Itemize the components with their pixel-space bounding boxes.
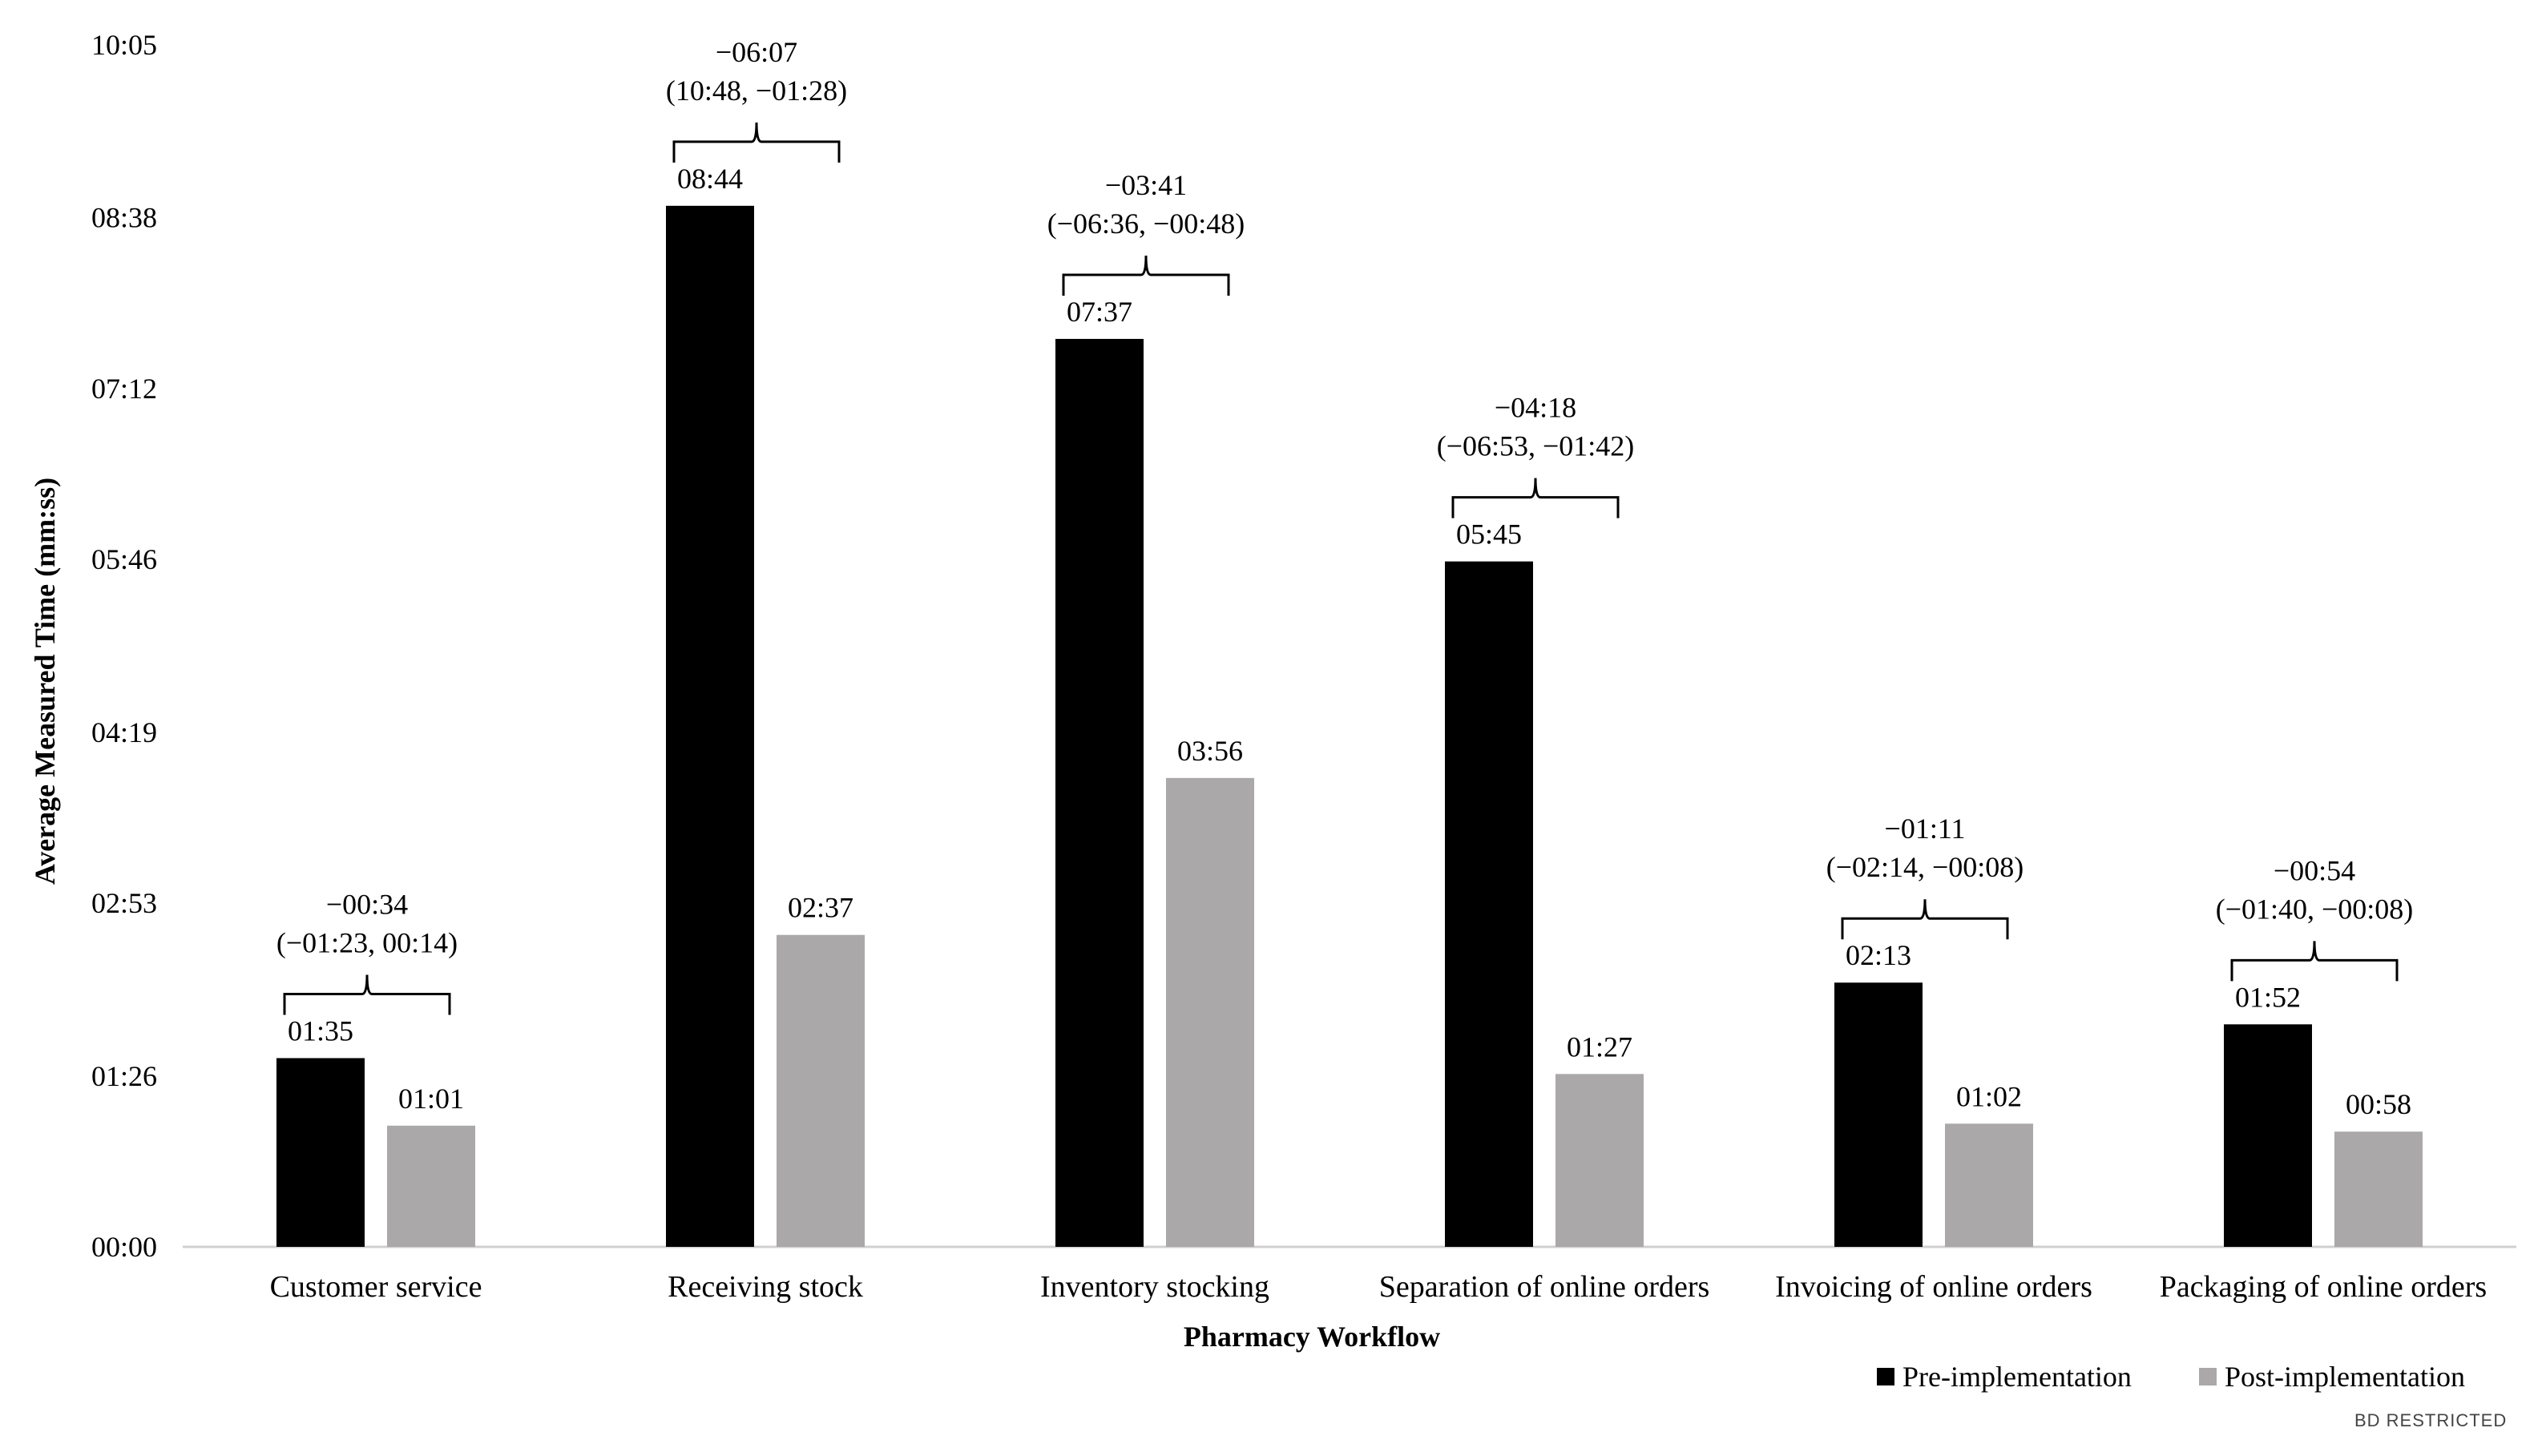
legend-label-post: Post-implementation [2225, 1361, 2465, 1393]
comparison-brace [283, 974, 451, 1015]
bar-pre-implementation [666, 205, 754, 1248]
data-label-pre: 08:44 [677, 163, 743, 195]
data-label-post: 01:02 [1956, 1080, 2022, 1112]
category-label: Invoicing of online orders [1775, 1270, 2092, 1304]
bar-post-implementation [2334, 1131, 2423, 1247]
confidence-interval: (−06:36, −00:48) [1047, 208, 1245, 240]
difference-value: −03:41 [1105, 169, 1187, 201]
category-label: Packaging of online orders [2160, 1270, 2487, 1304]
comparison-brace [1062, 255, 1230, 296]
data-label-post: 01:27 [1567, 1030, 1632, 1063]
data-label-pre: 05:45 [1456, 518, 1522, 551]
classification-label: BD RESTRICTED [2354, 1410, 2507, 1430]
y-tick-label: 04:19 [91, 716, 157, 748]
difference-value: −01:11 [1885, 813, 1966, 845]
difference-value: −04:18 [1495, 392, 1576, 424]
data-label-pre: 01:35 [288, 1014, 353, 1047]
confidence-interval: (10:48, −01:28) [666, 75, 847, 107]
confidence-interval: (−01:23, 00:14) [276, 926, 458, 958]
bar-post-implementation [1166, 777, 1254, 1247]
data-label-post: 02:37 [788, 892, 853, 924]
bar-post-implementation [387, 1125, 475, 1247]
difference-annotations: −00:34 (−01:23, 00:14) −06:07 (10:48, −01:2… [276, 36, 2413, 1015]
data-label-pre: 01:52 [2235, 981, 2301, 1013]
bar-post-implementation [1555, 1074, 1644, 1247]
confidence-interval: (−06:53, −01:42) [1437, 430, 1635, 462]
confidence-interval: (−02:14, −00:08) [1826, 851, 2024, 883]
y-tick-label: 08:38 [91, 202, 157, 234]
bar-pre-implementation [2224, 1024, 2312, 1247]
legend-swatch-post [2199, 1368, 2217, 1385]
y-tick-label: 10:05 [91, 29, 157, 61]
category-label: Customer service [270, 1270, 482, 1304]
y-axis-ticks: 00:00 01:26 02:53 04:19 05:46 07:12 08:38 10:05 [91, 29, 157, 1263]
bar-pre-implementation [276, 1058, 365, 1247]
bar-pre-implementation [1834, 982, 1923, 1247]
y-tick-label: 02:53 [91, 887, 157, 919]
data-label-post: 03:56 [1177, 735, 1243, 767]
y-tick-label: 07:12 [91, 373, 157, 405]
bar-post-implementation [1945, 1123, 2033, 1247]
bar-post-implementation [777, 934, 865, 1247]
y-tick-label: 05:46 [91, 543, 157, 575]
x-axis-title: Pharmacy Workflow [1184, 1321, 1440, 1353]
data-label-pre: 07:37 [1067, 296, 1132, 328]
bar-pre-implementation [1445, 561, 1533, 1247]
bar-pre-implementation [1055, 338, 1144, 1247]
data-label-pre: 02:13 [1846, 939, 1911, 971]
comparison-brace [1841, 899, 2009, 940]
difference-value: −06:07 [716, 36, 797, 68]
category-label: Inventory stocking [1040, 1270, 1269, 1304]
y-tick-label: 00:00 [91, 1231, 157, 1263]
difference-value: −00:34 [326, 888, 408, 920]
data-label-post: 00:58 [2346, 1088, 2411, 1120]
category-label: Receiving stock [668, 1270, 863, 1304]
bars: 01:35 01:01 08:44 02:37 07:37 03:56 05:45 01:27… [276, 163, 2423, 1248]
legend-swatch-pre [1877, 1368, 1894, 1385]
category-labels: Customer service Receiving stock Inventory… [270, 1270, 2488, 1304]
y-tick-label: 01:26 [91, 1060, 157, 1092]
legend-label-pre: Pre-implementation [1902, 1361, 2132, 1393]
confidence-interval: (−01:40, −00:08) [2216, 893, 2414, 925]
comparison-brace [1451, 478, 1620, 518]
difference-value: −00:54 [2274, 854, 2355, 886]
legend: Pre-implementation Post-implementation [1877, 1361, 2465, 1393]
comparison-brace [672, 122, 841, 163]
data-label-post: 01:01 [398, 1083, 464, 1115]
comparison-brace [2230, 941, 2399, 982]
category-label: Separation of online orders [1379, 1270, 1710, 1304]
y-axis-title: Average Measured Time (mm:ss) [29, 478, 61, 885]
